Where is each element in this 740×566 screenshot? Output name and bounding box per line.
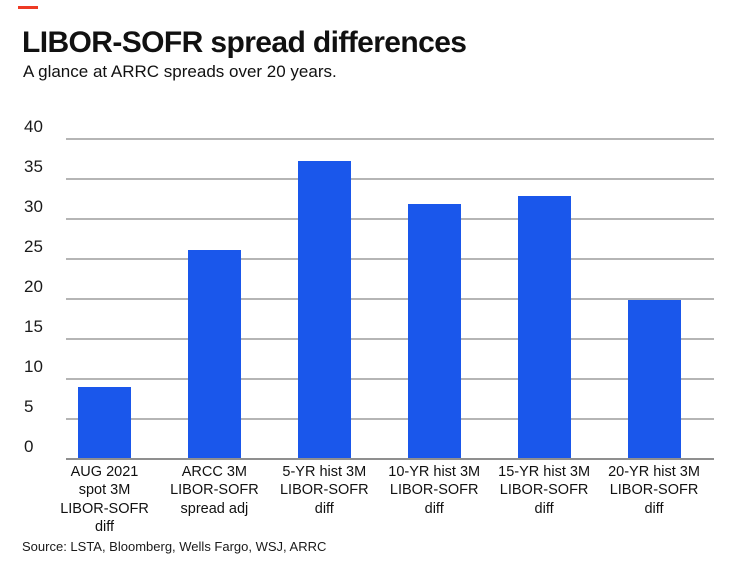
gridline xyxy=(66,297,714,300)
x-axis-label: 20-YR hist 3M LIBOR-SOFR diff xyxy=(608,464,700,517)
gridline xyxy=(66,337,714,340)
x-axis-label: 15-YR hist 3M LIBOR-SOFR diff xyxy=(498,464,591,517)
x-axis-label: AUG 2021 spot 3M LIBOR-SOFR diff xyxy=(60,464,149,535)
x-axis-label: ARCC 3M LIBOR-SOFR spread adj xyxy=(170,464,259,517)
chart-subtitle: A glance at ARRC spreads over 20 years. xyxy=(23,62,337,81)
bar xyxy=(407,204,461,459)
y-tick-label: 35 xyxy=(24,156,43,176)
y-tick-label: 15 xyxy=(24,316,43,336)
gridline xyxy=(66,257,714,260)
gridline xyxy=(66,457,714,460)
x-axis-label: 10-YR hist 3M LIBOR-SOFR diff xyxy=(388,464,481,517)
y-tick-label: 20 xyxy=(24,276,43,296)
y-tick-label: 10 xyxy=(24,356,43,376)
chart-title: LIBOR-SOFR spread differences xyxy=(22,26,467,59)
bar xyxy=(297,161,351,459)
gridline xyxy=(66,217,714,220)
y-tick-label: 0 xyxy=(24,436,34,456)
gridline xyxy=(66,377,714,380)
bar xyxy=(517,195,571,459)
gridline xyxy=(66,417,714,420)
bar xyxy=(627,300,681,459)
x-axis-label: 5-YR hist 3M LIBOR-SOFR diff xyxy=(279,464,369,517)
y-tick-label: 5 xyxy=(24,396,34,416)
bar xyxy=(187,250,241,459)
y-tick-label: 40 xyxy=(24,117,43,136)
gridline xyxy=(66,138,714,140)
y-tick-label: 30 xyxy=(24,196,43,216)
bar xyxy=(78,386,131,459)
source-note: Source: LSTA, Bloomberg, Wells Fargo, WS… xyxy=(22,539,327,554)
y-tick-label: 25 xyxy=(24,236,43,256)
brand-dash-icon xyxy=(18,6,38,9)
gridline xyxy=(66,177,714,180)
